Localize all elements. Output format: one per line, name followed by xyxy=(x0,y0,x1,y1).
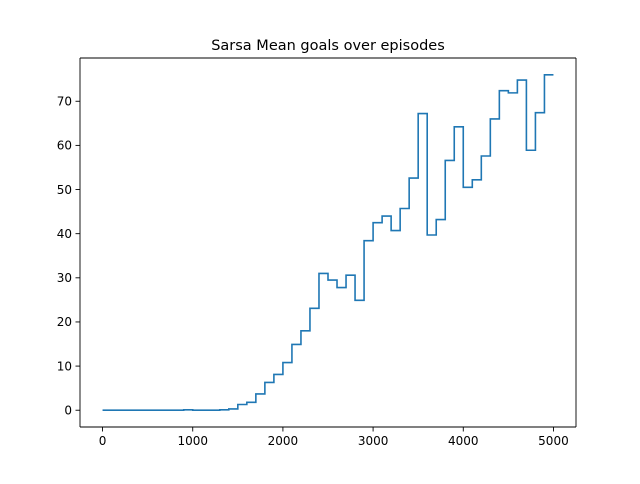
y-tick-label: 60 xyxy=(57,139,72,153)
y-tick-label: 0 xyxy=(64,404,72,418)
x-tick-label: 1000 xyxy=(177,434,208,448)
x-tick-label: 2000 xyxy=(268,434,299,448)
y-tick-label: 40 xyxy=(57,227,72,241)
y-tick-label: 50 xyxy=(57,183,72,197)
x-tick-label: 3000 xyxy=(358,434,389,448)
x-axis-ticks: 0 1000 2000 3000 4000 5000 xyxy=(99,427,569,448)
axes-layer xyxy=(79,57,577,428)
plot-line-layer xyxy=(102,73,554,412)
x-tick-label: 5000 xyxy=(538,434,569,448)
series-line-0 xyxy=(102,73,554,412)
x-tick-label: 0 xyxy=(99,434,107,448)
y-tick-label: 70 xyxy=(57,95,72,109)
y-axis-ticks: 0 10 20 30 40 50 60 70 xyxy=(57,95,80,418)
y-tick-label: 30 xyxy=(57,271,72,285)
x-tick-label: 4000 xyxy=(448,434,479,448)
y-tick-label: 20 xyxy=(57,315,72,329)
y-tick-label: 10 xyxy=(57,359,72,373)
chart-title: Sarsa Mean goals over episodes xyxy=(211,38,445,54)
